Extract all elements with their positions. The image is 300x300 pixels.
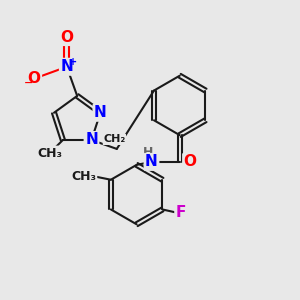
Text: N: N (60, 59, 73, 74)
Text: N: N (94, 105, 107, 120)
Text: CH₃: CH₃ (71, 170, 96, 183)
Text: +: + (69, 57, 77, 67)
Text: N: N (145, 154, 158, 169)
Text: O: O (60, 30, 73, 45)
Text: CH₂: CH₂ (103, 134, 125, 145)
Text: H: H (142, 146, 153, 159)
Text: −: − (23, 78, 33, 88)
Text: O: O (184, 154, 196, 169)
Text: N: N (85, 133, 98, 148)
Text: O: O (28, 71, 40, 86)
Text: CH₃: CH₃ (37, 147, 62, 160)
Text: F: F (176, 205, 186, 220)
